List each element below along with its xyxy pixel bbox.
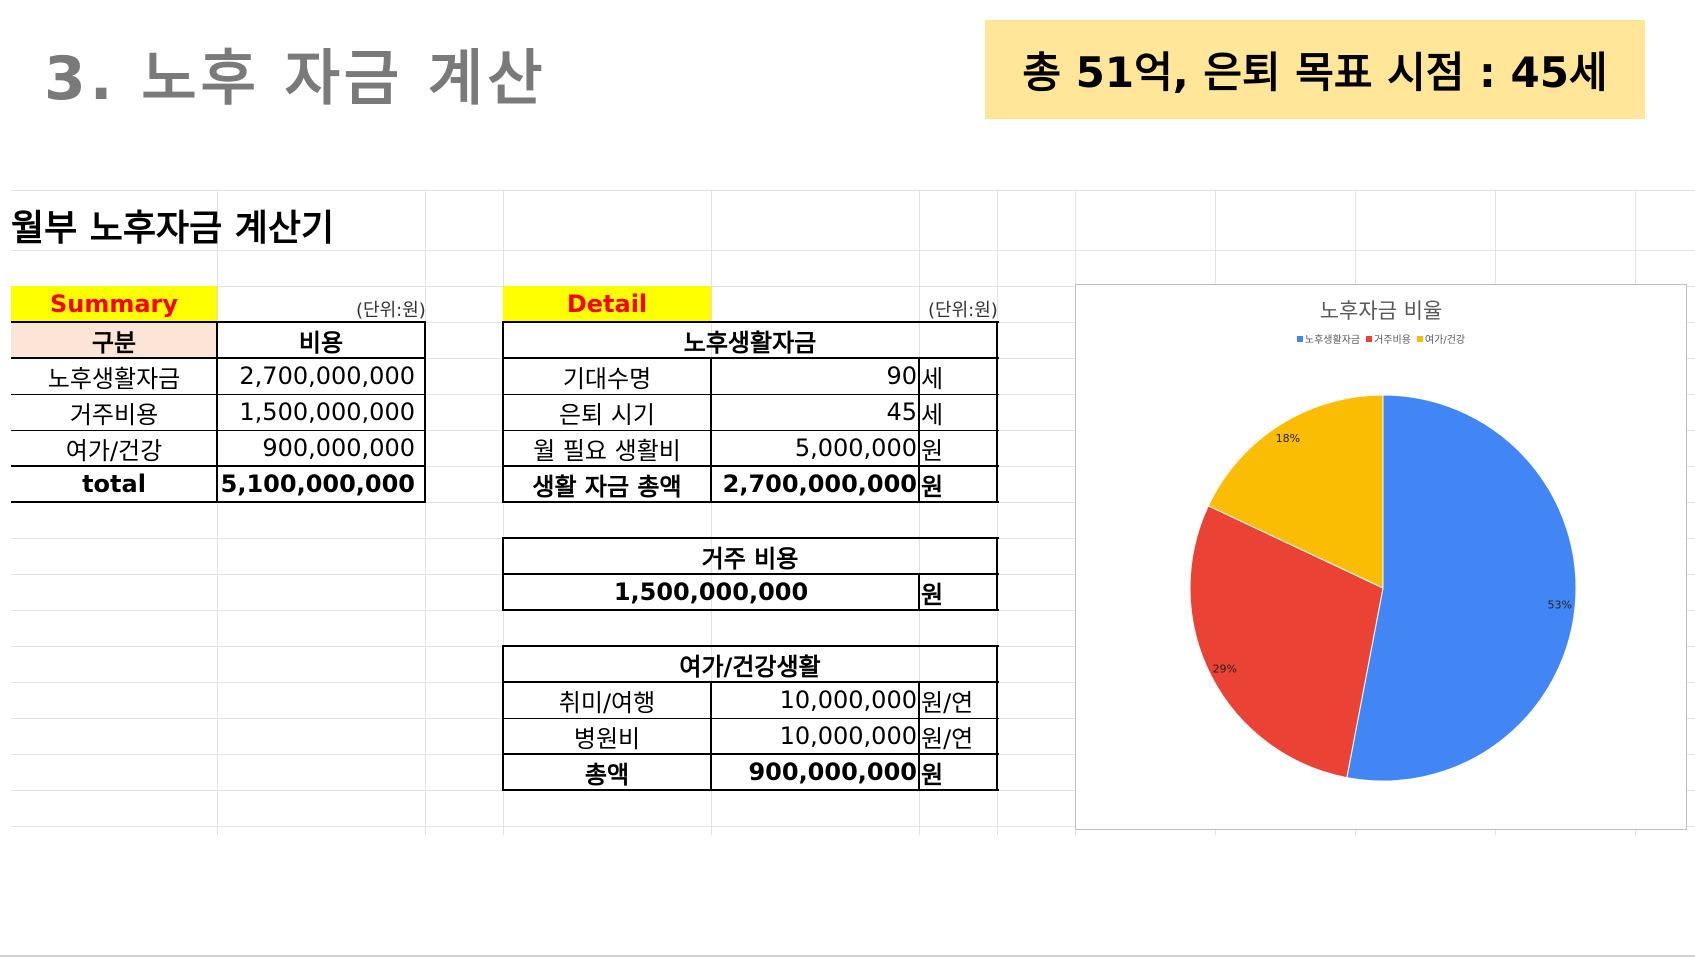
- summary-label: Summary: [11, 286, 217, 322]
- housing-unit: 원: [921, 580, 944, 609]
- legend-label: 노후생활자금: [1304, 335, 1361, 346]
- living-row-name: 은퇴 시기: [559, 400, 655, 429]
- summary-header-cost: 비용: [298, 328, 344, 357]
- legend-swatch: [1366, 335, 1373, 342]
- living-row-unit: 원: [921, 436, 944, 465]
- sheet-title: 월부 노후자금 계산기: [11, 208, 335, 249]
- housing-header: 거주 비용: [701, 544, 799, 573]
- pie-slice: [1346, 394, 1577, 782]
- living-total-value: 2,700,000,000: [722, 470, 917, 498]
- pie-slice: [1207, 394, 1384, 589]
- living-row-unit: 세: [921, 400, 944, 429]
- living-row-value: 90: [886, 362, 917, 390]
- living-row-name: 기대수명: [562, 364, 652, 393]
- summary-row-name: 여가/건강: [65, 436, 163, 465]
- spreadsheet: 월부 노후자금 계산기 Summary (단위:원) 구분 비용 노후생활자금 …: [11, 190, 1695, 835]
- summary-row-value: 1,500,000,000: [239, 398, 415, 426]
- pie-chart: 53% 29% 18% 노후자금 비율 노후생활자금 거주비용 여가/건강: [1075, 284, 1687, 830]
- leisure-header: 여가/건강생활: [679, 652, 821, 681]
- leisure-total-value: 900,000,000: [748, 758, 917, 786]
- summary-banner: 총 51억, 은퇴 목표 시점 : 45세: [985, 20, 1645, 119]
- summary-row-name: 거주비용: [69, 400, 159, 429]
- pie-chart-canvas: 53% 29% 18%: [1189, 394, 1577, 782]
- living-total-name: 생활 자금 총액: [532, 472, 682, 501]
- slide-title: 3. 노후 자금 계산: [44, 44, 547, 114]
- housing-value: 1,500,000,000: [613, 578, 809, 606]
- summary-header-category: 구분: [11, 322, 217, 358]
- living-row-unit: 세: [921, 364, 944, 393]
- legend-item: 노후생활자금: [1296, 331, 1361, 346]
- summary-row-value: 2,700,000,000: [239, 362, 415, 390]
- summary-total-value: 5,100,000,000: [220, 470, 415, 498]
- pie-slice-label: 53%: [1548, 599, 1572, 612]
- chart-legend: 노후생활자금 거주비용 여가/건강: [1076, 331, 1686, 346]
- chart-title: 노후자금 비율: [1319, 299, 1443, 323]
- legend-item: 거주비용: [1366, 331, 1411, 346]
- living-row-value: 45: [886, 398, 917, 426]
- leisure-total-name: 총액: [584, 760, 630, 789]
- legend-label: 거주비용: [1374, 335, 1411, 346]
- summary-total-name: total: [82, 470, 146, 498]
- legend-item: 여가/건강: [1416, 331, 1466, 346]
- legend-swatch: [1416, 335, 1423, 342]
- pie-slice: [1189, 505, 1384, 779]
- leisure-row-value: 10,000,000: [779, 686, 917, 714]
- detail-unit: (단위:원): [928, 300, 998, 321]
- leisure-total-unit: 원: [921, 760, 944, 789]
- pie-slice-label: 18%: [1276, 432, 1300, 445]
- summary-row-name: 노후생활자금: [47, 364, 181, 393]
- legend-swatch: [1296, 335, 1303, 342]
- legend-label: 여가/건강: [1424, 335, 1466, 346]
- detail-label: Detail: [503, 286, 711, 322]
- summary-unit: (단위:원): [356, 300, 426, 321]
- living-row-value: 5,000,000: [794, 434, 917, 462]
- living-total-unit: 원: [921, 472, 944, 501]
- leisure-row-name: 병원비: [573, 724, 641, 753]
- leisure-row-name: 취미/여행: [558, 688, 656, 717]
- living-row-name: 월 필요 생활비: [533, 436, 681, 465]
- leisure-row-unit: 원/연: [921, 688, 974, 717]
- slide-bottom-rule: [0, 955, 1695, 957]
- summary-row-value: 900,000,000: [262, 434, 415, 462]
- pie-slice-label: 29%: [1213, 663, 1237, 676]
- leisure-row-value: 10,000,000: [779, 722, 917, 750]
- living-header: 노후생활자금: [683, 328, 817, 357]
- leisure-row-unit: 원/연: [921, 724, 974, 753]
